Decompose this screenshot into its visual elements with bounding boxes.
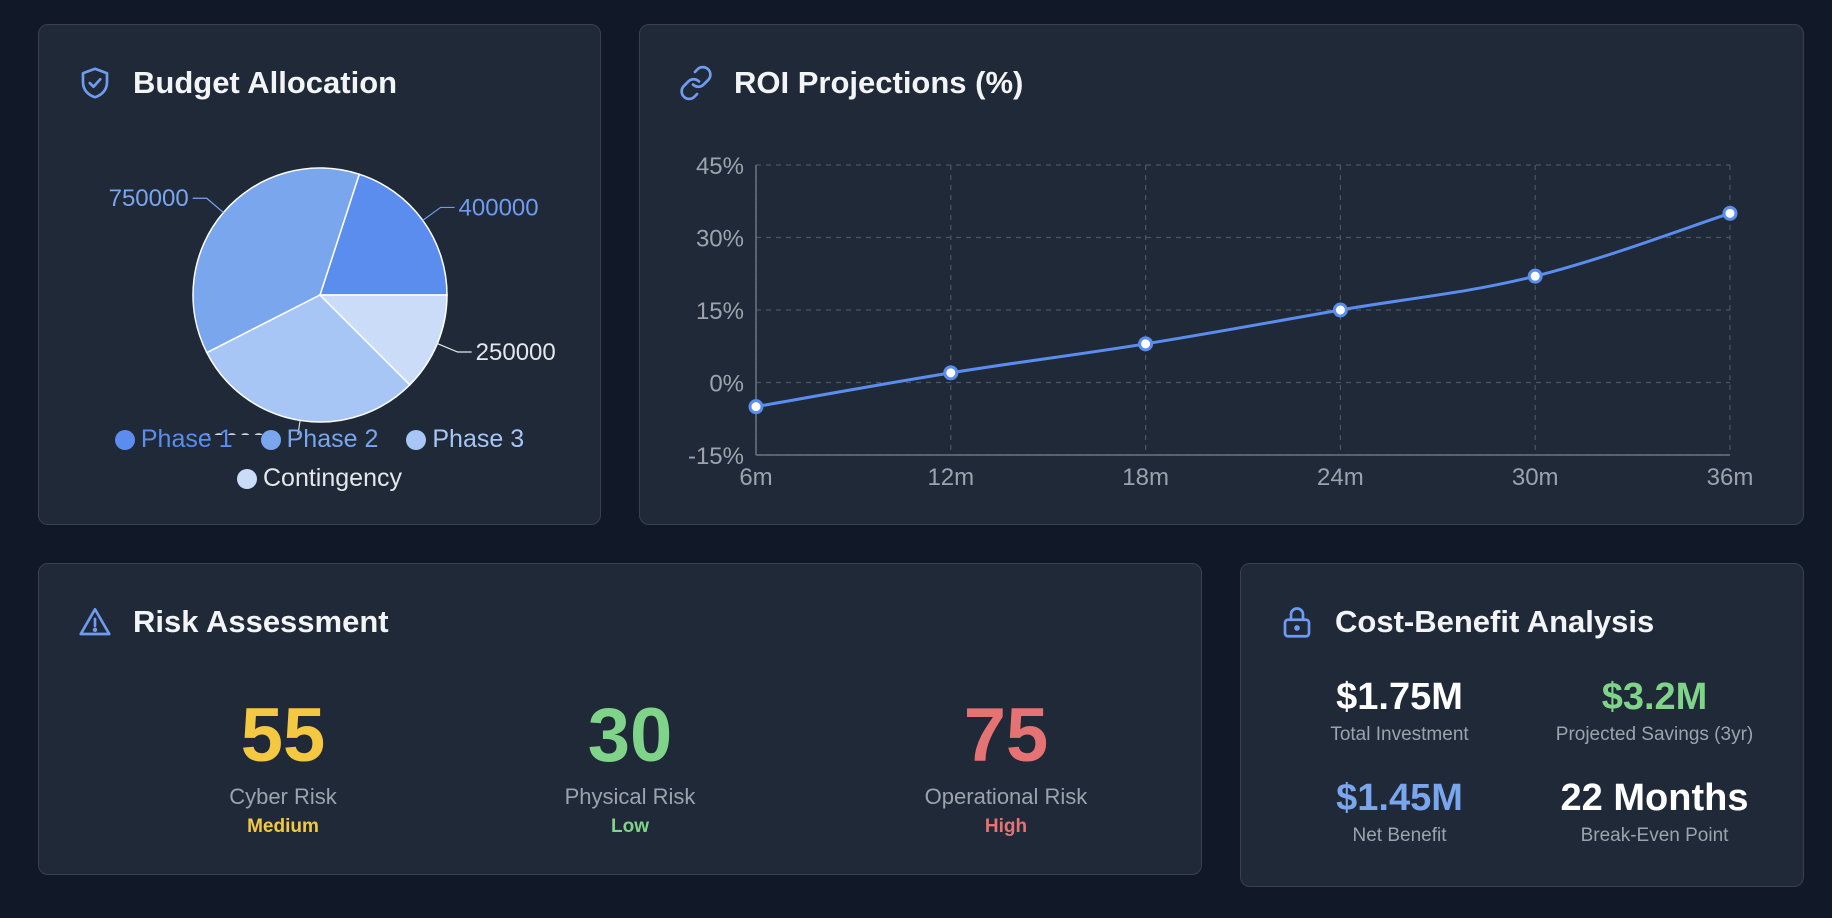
legend-label: Phase 3 bbox=[432, 425, 525, 453]
roi-point-6m[interactable] bbox=[748, 399, 764, 415]
legend-item-contingency[interactable]: Contingency bbox=[237, 464, 402, 493]
cb-label: Projected Savings (3yr) bbox=[1555, 724, 1754, 745]
y-tick-label: -15% bbox=[688, 443, 744, 470]
cb-metric-total-investment: $1.75M Total Investment bbox=[1272, 674, 1527, 746]
legend-label: Phase 2 bbox=[286, 425, 379, 453]
risk-value: 75 bbox=[963, 693, 1049, 778]
cost-benefit-title-text: Cost-Benefit Analysis bbox=[1335, 604, 1655, 639]
risk-metric-physical: 30 Physical Risk Low bbox=[480, 694, 780, 838]
risk-title: Risk Assessment bbox=[77, 604, 389, 640]
roi-point-12m[interactable] bbox=[943, 365, 959, 381]
risk-metrics: 55 Cyber Risk Medium 30 Physical Risk Lo… bbox=[39, 694, 1201, 854]
cb-label: Break-Even Point bbox=[1580, 825, 1729, 846]
lock-icon bbox=[1279, 604, 1315, 640]
shield-check-icon bbox=[77, 65, 113, 101]
cb-value: $1.45M bbox=[1336, 777, 1463, 819]
risk-level: Medium bbox=[247, 816, 319, 837]
risk-label: Cyber Risk bbox=[229, 784, 337, 809]
risk-label: Physical Risk bbox=[564, 784, 696, 809]
risk-value: 30 bbox=[587, 693, 673, 778]
legend-swatch bbox=[114, 429, 135, 450]
roi-point-24m[interactable] bbox=[1332, 302, 1348, 318]
risk-title-text: Risk Assessment bbox=[133, 604, 389, 639]
risk-assessment-card: Risk Assessment 55 Cyber Risk Medium 30 … bbox=[38, 563, 1202, 875]
cb-metric-projected-savings: $3.2M Projected Savings (3yr) bbox=[1527, 674, 1782, 746]
risk-value: 55 bbox=[240, 693, 326, 778]
pie-leader-line bbox=[422, 206, 455, 221]
cb-metric-net-benefit: $1.45M Net Benefit bbox=[1272, 775, 1527, 847]
roi-title: ROI Projections (%) bbox=[678, 65, 1023, 101]
roi-point-30m[interactable] bbox=[1527, 268, 1543, 284]
legend-item-phase-2[interactable]: Phase 2 bbox=[260, 425, 379, 454]
roi-line-chart: 45% 30% 15% 0% -15%6m 12m 18m 24m 30m 36m bbox=[688, 153, 1754, 491]
pie-data-label: 400000 bbox=[459, 194, 539, 221]
roi-title-text: ROI Projections (%) bbox=[734, 65, 1024, 100]
cb-metric-break-even: 22 Months Break-Even Point bbox=[1527, 775, 1782, 847]
budget-title: Budget Allocation bbox=[77, 65, 397, 101]
pie-leader-line bbox=[297, 420, 301, 435]
legend-item-phase-3[interactable]: Phase 3 bbox=[406, 425, 524, 454]
budget-title-text: Budget Allocation bbox=[133, 65, 398, 100]
legend-label: Contingency bbox=[263, 464, 402, 492]
pie-leader-line bbox=[437, 343, 472, 353]
pie-data-label: 250000 bbox=[476, 339, 556, 366]
budget-pie-chart: 400000 750000 600000 250000 bbox=[109, 167, 556, 435]
cb-label: Net Benefit bbox=[1352, 825, 1447, 846]
pie-slice-phase-1[interactable] bbox=[318, 173, 448, 296]
risk-label: Operational Risk bbox=[924, 784, 1088, 809]
cost-benefit-title: Cost-Benefit Analysis bbox=[1279, 604, 1654, 640]
legend-item-phase-1[interactable]: Phase 1 bbox=[114, 425, 233, 454]
roi-projections-card: ROI Projections (%) 45% 30% 15% 0% -15% 6m 12m… bbox=[639, 24, 1804, 525]
risk-metric-cyber: 55 Cyber Risk Medium bbox=[133, 694, 433, 838]
link-icon bbox=[678, 65, 714, 101]
budget-allocation-card: Budget Allocation 400000 750000 600000 2500… bbox=[38, 24, 601, 525]
x-tick-label: 12m bbox=[927, 464, 974, 491]
cost-benefit-card: Cost-Benefit Analysis $1.75M Total Inves… bbox=[1240, 563, 1804, 887]
pie-slice-contingency[interactable] bbox=[318, 294, 448, 386]
legend-swatch bbox=[237, 468, 257, 489]
cb-value: $1.75M bbox=[1336, 676, 1463, 718]
y-tick-label: 30% bbox=[696, 226, 744, 253]
x-tick-label: 6m bbox=[739, 464, 772, 491]
legend-swatch bbox=[260, 429, 281, 450]
x-tick-label: 30m bbox=[1512, 464, 1559, 491]
x-tick-label: 24m bbox=[1317, 464, 1364, 491]
cb-label: Total Investment bbox=[1330, 724, 1469, 745]
x-tick-label: 18m bbox=[1122, 464, 1169, 491]
pie-data-label: 750000 bbox=[109, 185, 189, 212]
roi-series-line bbox=[755, 211, 1731, 409]
warning-icon bbox=[77, 604, 113, 640]
roi-point-36m[interactable] bbox=[1722, 205, 1738, 221]
roi-point-18m[interactable] bbox=[1138, 336, 1154, 352]
legend-swatch bbox=[406, 429, 427, 450]
cb-value: 22 Months bbox=[1560, 777, 1749, 819]
y-tick-label: 15% bbox=[696, 298, 744, 325]
cb-value: $3.2M bbox=[1601, 676, 1708, 718]
x-tick-label: 36m bbox=[1707, 464, 1754, 491]
risk-metric-operational: 75 Operational Risk High bbox=[856, 694, 1156, 838]
y-tick-label: 0% bbox=[709, 371, 744, 398]
risk-level: Low bbox=[611, 816, 649, 837]
y-tick-label: 45% bbox=[696, 153, 744, 180]
risk-level: High bbox=[984, 816, 1028, 837]
pie-leader-line bbox=[192, 197, 224, 213]
budget-legend: Phase 1 Phase 2 Phase 3 Contingency bbox=[39, 425, 600, 493]
pie-data-label: 600000 bbox=[199, 429, 279, 435]
legend-label: Phase 1 bbox=[140, 425, 233, 453]
